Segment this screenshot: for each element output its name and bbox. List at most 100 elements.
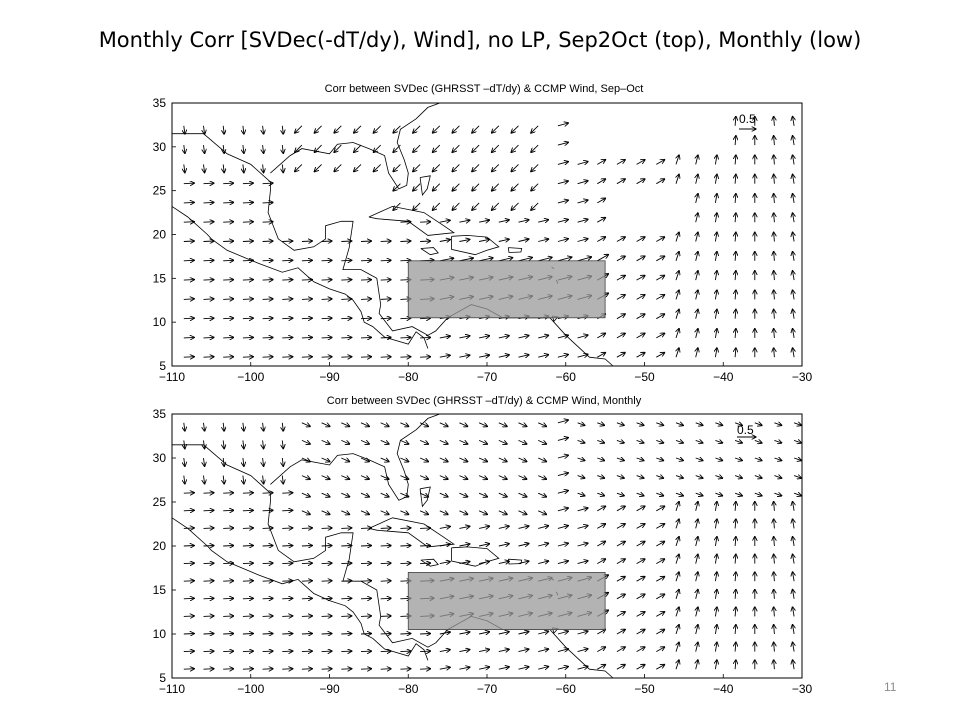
wind-vector	[242, 510, 254, 511]
wind-vector	[262, 280, 274, 281]
wind-vector	[380, 651, 392, 652]
wind-vector	[341, 318, 352, 319]
wind-vector	[223, 563, 234, 564]
wind-vector	[262, 299, 274, 300]
wind-vector	[696, 642, 698, 652]
wind-vector	[656, 612, 664, 617]
wind-vector	[518, 457, 527, 462]
wind-vector	[321, 651, 333, 652]
wind-vector	[413, 202, 421, 210]
wind-vector	[223, 241, 234, 242]
wind-vector	[531, 144, 539, 152]
wind-vector	[393, 202, 401, 210]
wind-vector	[439, 526, 451, 528]
wind-vector	[577, 543, 589, 546]
wind-vector	[518, 257, 533, 262]
wind-vector	[492, 144, 500, 152]
wind-vector	[301, 510, 310, 515]
wind-vector	[341, 260, 352, 261]
wind-vector	[538, 667, 549, 670]
wind-vector	[301, 439, 310, 444]
wind-vector	[203, 528, 215, 529]
wind-vector	[636, 577, 645, 582]
wind-vector	[676, 572, 679, 582]
coastline	[171, 517, 429, 661]
wind-vector	[616, 629, 625, 635]
wind-vector	[242, 493, 254, 494]
coastline	[507, 247, 523, 253]
wind-vector	[360, 651, 372, 652]
wind-vector	[203, 598, 215, 599]
wind-vector	[242, 183, 254, 184]
wind-vector	[262, 651, 274, 652]
wind-vector	[321, 357, 333, 358]
wind-vector	[203, 634, 215, 635]
wind-vector	[400, 475, 408, 480]
wind-vector	[774, 660, 775, 670]
wind-vector	[243, 475, 244, 484]
wind-vector	[793, 589, 795, 599]
wind-vector	[735, 329, 736, 338]
wind-vector	[439, 493, 448, 497]
top-coastline	[171, 102, 614, 367]
wind-vector	[754, 476, 762, 479]
wind-vector	[597, 255, 608, 262]
wind-vector	[295, 144, 303, 152]
wind-vector	[203, 546, 215, 547]
wind-vector	[696, 251, 698, 261]
wind-vector	[282, 337, 293, 338]
wind-vector	[459, 336, 470, 338]
wind-vector	[380, 422, 389, 427]
wind-vector	[301, 422, 310, 427]
wind-vector	[479, 336, 490, 338]
wind-vector	[301, 492, 310, 497]
wind-vector	[676, 290, 679, 300]
wind-vector	[203, 183, 215, 184]
wind-vector	[793, 290, 795, 300]
wind-vector	[518, 422, 527, 427]
wind-vector	[498, 220, 510, 222]
wind-vector	[459, 355, 470, 357]
wind-vector	[479, 544, 490, 546]
wind-vector	[432, 125, 441, 133]
wind-vector	[459, 422, 467, 427]
wind-vector	[341, 563, 352, 564]
wind-vector	[223, 598, 234, 599]
top-reference-label: 0.5	[739, 112, 756, 126]
wind-vector	[735, 537, 736, 547]
wind-vector	[715, 660, 717, 670]
coastline	[419, 486, 431, 508]
wind-vector	[263, 164, 264, 172]
wind-vector	[616, 577, 625, 582]
wind-vector	[282, 634, 293, 635]
x-tick-label: −110	[159, 370, 185, 384]
wind-vector	[538, 355, 549, 358]
wind-vector	[498, 561, 510, 563]
wind-vector	[262, 318, 274, 319]
wind-vector	[263, 457, 264, 466]
wind-vector	[400, 439, 408, 444]
wind-vector	[223, 440, 224, 448]
wind-vector	[774, 174, 775, 184]
wind-vector	[492, 164, 500, 171]
wind-vector	[793, 501, 795, 511]
wind-vector	[400, 546, 411, 547]
wind-vector	[400, 318, 411, 319]
coastline	[368, 517, 456, 548]
wind-vector	[695, 458, 703, 461]
wind-vector	[301, 546, 313, 547]
wind-vector	[282, 493, 293, 494]
wind-vector	[577, 649, 589, 652]
wind-vector	[400, 492, 408, 497]
wind-vector	[360, 357, 372, 358]
wind-vector	[715, 290, 717, 300]
wind-vector	[203, 616, 215, 617]
wind-vector	[696, 660, 698, 670]
wind-vector	[360, 439, 369, 444]
wind-vector	[203, 337, 215, 338]
wind-vector	[735, 155, 736, 165]
wind-vector	[321, 318, 333, 319]
wind-vector	[774, 458, 781, 461]
wind-vector	[373, 164, 382, 171]
wind-vector	[636, 559, 645, 564]
